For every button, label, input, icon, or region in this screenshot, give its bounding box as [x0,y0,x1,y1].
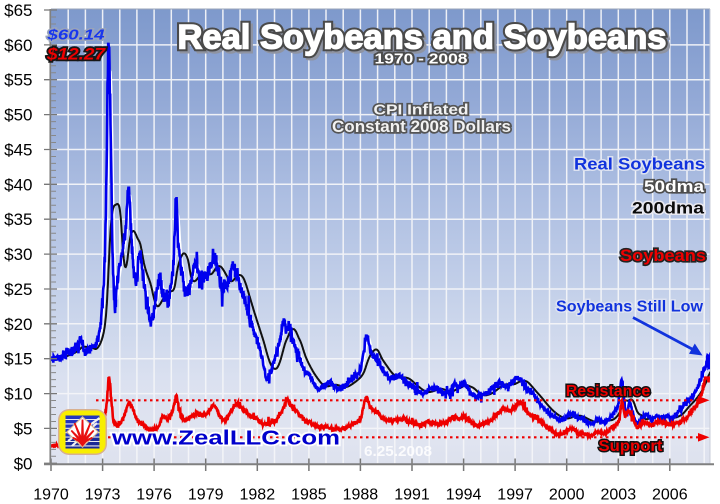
svg-text:1991: 1991 [394,487,430,504]
svg-text:$20: $20 [4,315,32,334]
svg-text:1970: 1970 [33,487,69,504]
svg-text:$10: $10 [4,385,32,404]
svg-text:Real Soybeans and Soybeans: Real Soybeans and Soybeans [180,21,669,59]
svg-text:Soybeans: Soybeans [620,246,706,265]
svg-text:$30: $30 [4,245,32,264]
svg-text:$35: $35 [4,210,32,229]
svg-text:Constant 2008 Dollars: Constant 2008 Dollars [332,117,511,136]
svg-text:1988: 1988 [343,487,379,504]
svg-text:$0: $0 [14,454,33,473]
svg-text:CPI Inflated: CPI Inflated [374,103,469,119]
svg-text:$25: $25 [4,280,32,299]
svg-text:2003: 2003 [601,487,637,504]
svg-text:Soybeans Still Low: Soybeans Still Low [556,299,704,316]
svg-text:Support: Support [599,438,664,455]
svg-text:1994: 1994 [446,487,482,504]
svg-text:Real Soybeans and Soybeans: Real Soybeans and Soybeans [178,19,667,57]
svg-text:6.25.2008: 6.25.2008 [364,443,432,460]
svg-text:Real Soybeans: Real Soybeans [574,156,705,174]
svg-text:$45: $45 [4,141,32,160]
svg-text:Resistance: Resistance [566,383,651,400]
svg-text:1976: 1976 [136,487,172,504]
svg-text:$40: $40 [4,175,32,194]
svg-text:$12.27: $12.27 [46,46,106,64]
svg-text:1979: 1979 [188,487,224,504]
svg-text:$5: $5 [14,419,33,438]
svg-text:1970 - 2008: 1970 - 2008 [375,51,468,68]
svg-text:Real Soybeans and Soybeans: Real Soybeans and Soybeans [178,19,667,57]
svg-text:$55: $55 [4,71,32,90]
svg-text:50dma: 50dma [644,178,705,196]
svg-text:1997: 1997 [497,487,533,504]
svg-text:$60.14: $60.14 [46,28,104,44]
svg-text:$65: $65 [4,1,32,20]
svg-text:200dma: 200dma [632,200,705,218]
svg-text:1982: 1982 [240,487,276,504]
svg-text:$60: $60 [4,36,32,55]
svg-text:2006: 2006 [652,487,688,504]
svg-text:2000: 2000 [549,487,585,504]
svg-text:$15: $15 [4,350,32,369]
svg-text:1973: 1973 [85,487,121,504]
svg-text:$50: $50 [4,106,32,125]
svg-text:1985: 1985 [291,487,327,504]
svg-text:www.ZealLLC.com: www.ZealLLC.com [111,428,340,450]
